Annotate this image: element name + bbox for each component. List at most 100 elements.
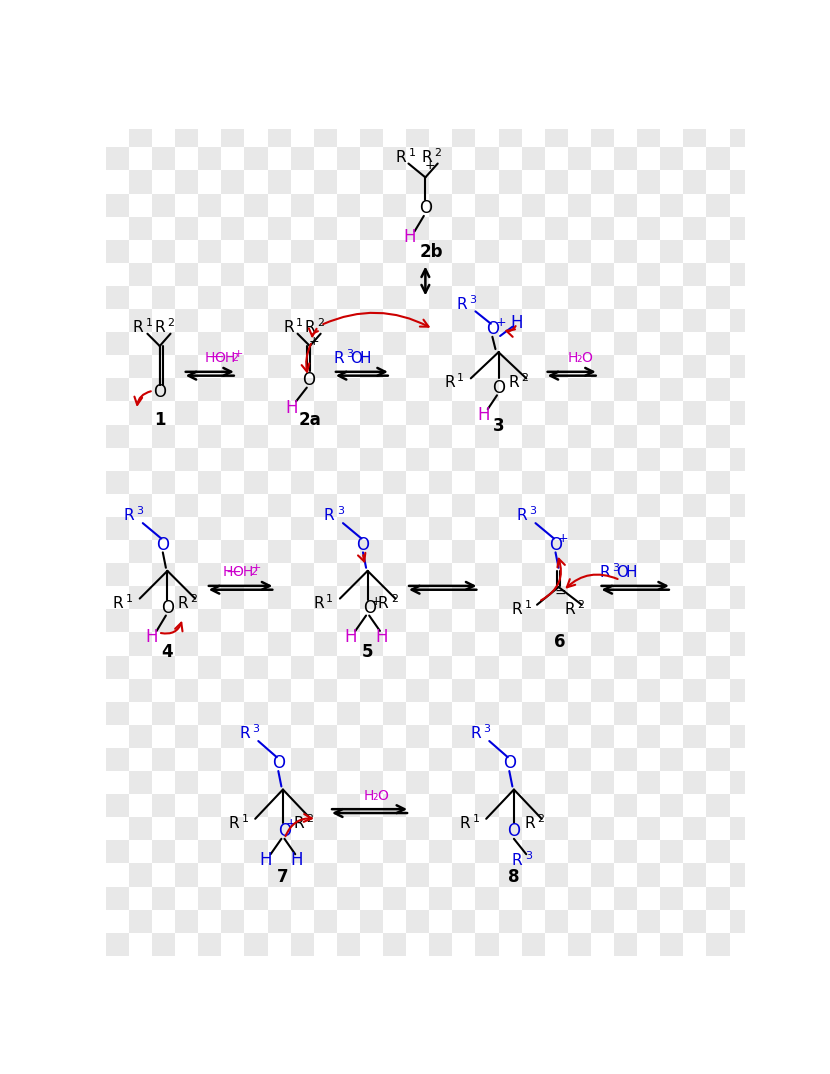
Bar <box>429 171 452 193</box>
Bar <box>660 332 683 355</box>
Bar <box>544 448 568 470</box>
Bar <box>476 701 499 725</box>
Text: R: R <box>283 320 294 335</box>
Text: R: R <box>512 601 522 616</box>
Bar <box>222 817 244 840</box>
Bar <box>244 424 267 448</box>
Bar <box>198 633 222 655</box>
Bar <box>637 240 660 263</box>
Bar <box>429 817 452 840</box>
Bar <box>244 309 267 332</box>
Bar <box>521 586 544 609</box>
Bar <box>706 679 730 701</box>
Bar <box>614 378 637 402</box>
Bar <box>544 263 568 286</box>
Bar <box>637 448 660 470</box>
Bar <box>337 286 360 309</box>
Bar <box>406 217 429 240</box>
Bar <box>637 494 660 517</box>
Bar <box>452 193 476 217</box>
Bar <box>267 910 290 932</box>
Bar <box>337 240 360 263</box>
Text: O: O <box>154 383 166 402</box>
Bar <box>406 609 429 633</box>
Text: R: R <box>154 320 165 335</box>
Bar <box>521 309 544 332</box>
Bar <box>660 470 683 494</box>
Bar <box>544 794 568 817</box>
Bar <box>175 378 198 402</box>
Bar <box>499 286 521 309</box>
Bar <box>521 609 544 633</box>
Bar <box>452 517 476 540</box>
Bar <box>591 679 614 701</box>
Bar <box>614 193 637 217</box>
Bar <box>175 910 198 932</box>
Bar <box>660 586 683 609</box>
Text: H: H <box>222 565 232 579</box>
Text: 1: 1 <box>242 814 248 824</box>
Bar <box>499 448 521 470</box>
Bar <box>614 125 637 147</box>
Bar <box>683 910 706 932</box>
Bar <box>568 494 591 517</box>
Bar <box>222 540 244 563</box>
Bar <box>314 540 337 563</box>
Bar <box>198 655 222 679</box>
Bar <box>290 886 314 910</box>
Bar <box>383 332 406 355</box>
Bar <box>730 240 753 263</box>
Bar <box>683 470 706 494</box>
Bar <box>591 910 614 932</box>
Bar <box>476 609 499 633</box>
Bar <box>222 633 244 655</box>
Bar <box>406 748 429 771</box>
Bar <box>568 125 591 147</box>
Bar <box>730 193 753 217</box>
Text: OH: OH <box>214 351 236 365</box>
Bar <box>314 378 337 402</box>
Bar <box>730 725 753 748</box>
Bar <box>614 402 637 424</box>
Bar <box>476 725 499 748</box>
Text: R: R <box>512 853 522 868</box>
Bar <box>360 748 383 771</box>
Bar <box>244 355 267 378</box>
Text: 3: 3 <box>469 294 476 305</box>
Text: 3: 3 <box>252 724 259 734</box>
Bar <box>683 540 706 563</box>
Bar <box>314 609 337 633</box>
Text: O: O <box>363 599 376 616</box>
Bar <box>406 794 429 817</box>
Bar <box>683 193 706 217</box>
Bar <box>175 193 198 217</box>
Bar <box>106 263 129 286</box>
Bar <box>591 771 614 794</box>
Bar <box>683 125 706 147</box>
Text: 2a: 2a <box>299 411 321 429</box>
Bar <box>637 679 660 701</box>
Text: O: O <box>507 822 520 840</box>
Bar <box>129 217 152 240</box>
Bar <box>753 309 776 332</box>
Bar <box>406 586 429 609</box>
Bar <box>476 240 499 263</box>
Bar <box>175 794 198 817</box>
Bar <box>360 725 383 748</box>
Bar <box>406 886 429 910</box>
Bar <box>591 217 614 240</box>
Bar <box>314 263 337 286</box>
Bar <box>614 609 637 633</box>
Bar <box>706 378 730 402</box>
Bar <box>730 679 753 701</box>
Bar <box>591 633 614 655</box>
Bar <box>152 748 175 771</box>
Bar <box>591 424 614 448</box>
Bar <box>521 147 544 171</box>
Bar <box>706 910 730 932</box>
Bar <box>406 286 429 309</box>
Bar <box>499 147 521 171</box>
Bar <box>175 886 198 910</box>
Text: O: O <box>503 754 515 772</box>
Text: 1: 1 <box>296 318 303 328</box>
